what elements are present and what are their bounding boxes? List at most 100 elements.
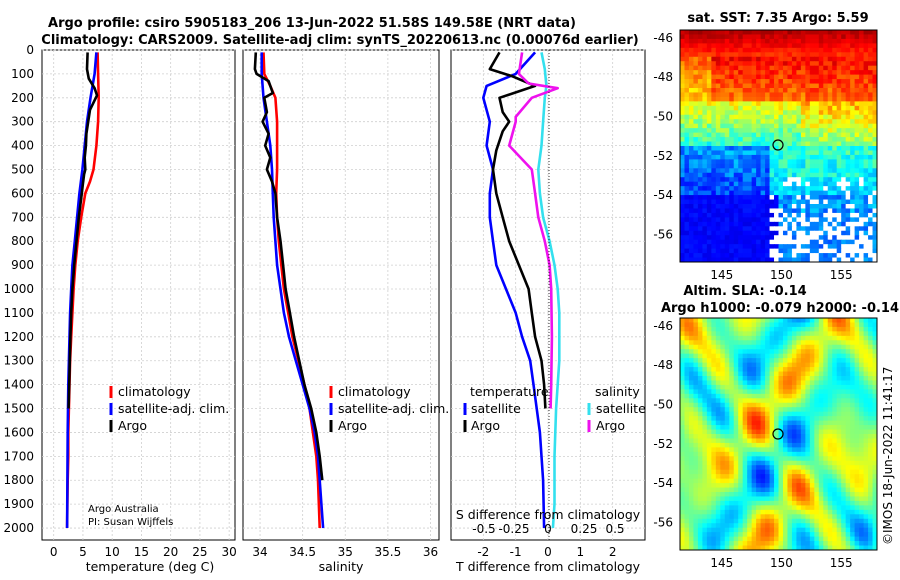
map-cell	[818, 478, 824, 484]
map-cell	[697, 407, 703, 413]
map-cell	[697, 523, 703, 529]
map-cell	[800, 474, 806, 480]
map-cell	[756, 483, 762, 489]
map-cell	[769, 181, 775, 187]
map-cell	[778, 434, 784, 440]
map-cell	[733, 172, 739, 178]
map-cell	[845, 253, 851, 259]
map-cell	[680, 30, 686, 36]
map-cell	[751, 393, 757, 399]
map-cell	[836, 326, 842, 332]
map-cell	[733, 212, 739, 218]
map-cell	[845, 335, 851, 341]
map-cell	[765, 154, 771, 160]
depth-tick-label: 1000	[3, 282, 34, 296]
map-cell	[859, 38, 865, 44]
map-cell	[854, 322, 860, 328]
map-cell	[706, 30, 712, 36]
map-cell	[796, 416, 802, 422]
map-cell	[697, 168, 703, 174]
x-tick-label: 0	[50, 545, 58, 559]
map-cell	[693, 159, 699, 165]
map-cell	[850, 79, 856, 85]
map-cell	[769, 141, 775, 147]
map-cell	[738, 154, 744, 160]
map-cell	[742, 239, 748, 245]
lat-tick-label: -50	[653, 398, 673, 412]
map-cell	[827, 420, 833, 426]
map-cell	[800, 340, 806, 346]
map-cell	[733, 326, 739, 332]
map-cell	[711, 65, 717, 71]
map-cell	[729, 235, 735, 241]
map-cell	[805, 536, 811, 542]
map-cell	[845, 110, 851, 116]
map-cell	[845, 509, 851, 515]
map-cell	[800, 217, 806, 223]
map-cell	[809, 74, 815, 80]
map-cell	[724, 416, 730, 422]
map-cell	[738, 416, 744, 422]
map-cell	[756, 371, 762, 377]
map-cell	[854, 96, 860, 102]
map-cell	[836, 492, 842, 498]
map-cell	[868, 43, 874, 49]
map-cell	[868, 141, 874, 147]
map-cell	[854, 371, 860, 377]
map-cell	[836, 487, 842, 493]
map-cell	[845, 83, 851, 89]
map-cell	[809, 52, 815, 58]
map-cell	[729, 79, 735, 85]
map-cell	[774, 451, 780, 457]
map-cell	[715, 132, 721, 138]
map-cell	[868, 105, 874, 111]
map-cell	[711, 478, 717, 484]
map-cell	[684, 101, 690, 107]
map-cell	[697, 70, 703, 76]
map-cell	[697, 61, 703, 67]
map-cell	[850, 451, 856, 457]
map-cell	[769, 514, 775, 520]
map-cell	[711, 442, 717, 448]
map-cell	[868, 221, 874, 227]
map-cell	[827, 492, 833, 498]
map-cell	[850, 518, 856, 524]
map-cell	[863, 411, 869, 417]
map-cell	[809, 393, 815, 399]
map-cell	[684, 478, 690, 484]
map-cell	[715, 389, 721, 395]
map-cell	[787, 353, 793, 359]
map-cell	[805, 429, 811, 435]
map-cell	[720, 509, 726, 515]
map-cell	[720, 212, 726, 218]
map-cell	[706, 447, 712, 453]
map-cell	[818, 434, 824, 440]
map-cell	[697, 74, 703, 80]
timestamp: ©IMOS 18-Jun-2022 11:41:17	[881, 367, 895, 545]
map-cell	[814, 469, 820, 475]
map-cell	[697, 380, 703, 386]
map-cell	[729, 442, 735, 448]
map-cell	[738, 398, 744, 404]
map-cell	[742, 425, 748, 431]
map-cell	[715, 30, 721, 36]
map-cell	[729, 74, 735, 80]
map-cell	[724, 105, 730, 111]
map-cell	[747, 221, 753, 227]
map-cell	[845, 114, 851, 120]
map-cell	[680, 38, 686, 44]
map-cell	[693, 496, 699, 502]
map-cell	[756, 469, 762, 475]
map-cell	[706, 335, 712, 341]
map-cell	[863, 541, 869, 547]
map-cell	[720, 478, 726, 484]
map-cell	[868, 248, 874, 254]
map-cell	[787, 92, 793, 98]
map-cell	[854, 335, 860, 341]
map-cell	[778, 123, 784, 129]
map-cell	[850, 376, 856, 382]
map-cell	[800, 349, 806, 355]
map-cell	[827, 190, 833, 196]
map-cell	[738, 434, 744, 440]
map-cell	[854, 505, 860, 511]
